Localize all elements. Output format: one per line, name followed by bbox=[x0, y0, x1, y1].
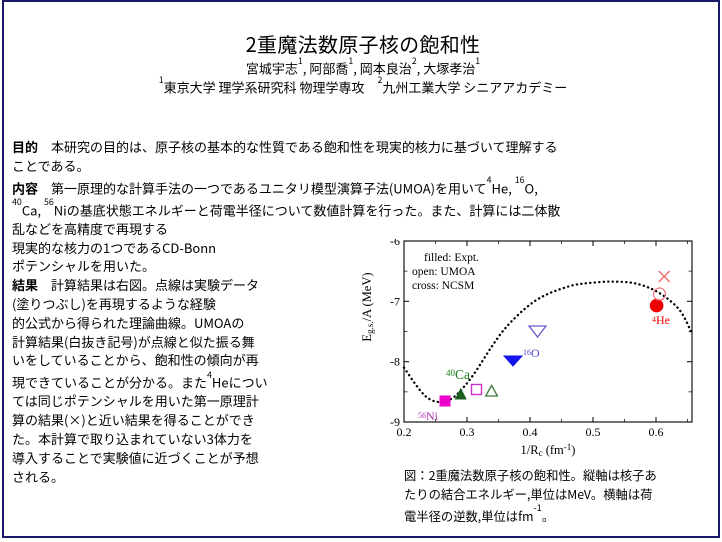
svg-text:4He: 4He bbox=[652, 313, 670, 327]
svg-text:cross: NCSM: cross: NCSM bbox=[412, 280, 474, 292]
svg-text:filled: Expt.: filled: Expt. bbox=[424, 252, 479, 264]
svg-text:0.6: 0.6 bbox=[648, 425, 663, 439]
svg-text:-8: -8 bbox=[390, 354, 400, 368]
svg-text:16O: 16O bbox=[523, 346, 540, 360]
svg-text:56Ni: 56Ni bbox=[418, 409, 439, 423]
svg-text:0.4: 0.4 bbox=[522, 425, 537, 439]
svg-text:40Ca: 40Ca bbox=[446, 367, 470, 382]
svg-text:0.3: 0.3 bbox=[459, 425, 474, 439]
svg-text:open: UMOA: open: UMOA bbox=[412, 266, 476, 278]
svg-text:-6: -6 bbox=[390, 239, 400, 248]
svg-text:0.5: 0.5 bbox=[585, 425, 600, 439]
svg-text:-9: -9 bbox=[390, 415, 400, 429]
svg-text:-7: -7 bbox=[390, 294, 400, 308]
svg-text:1/Rc (fm-1): 1/Rc (fm-1) bbox=[520, 442, 575, 457]
